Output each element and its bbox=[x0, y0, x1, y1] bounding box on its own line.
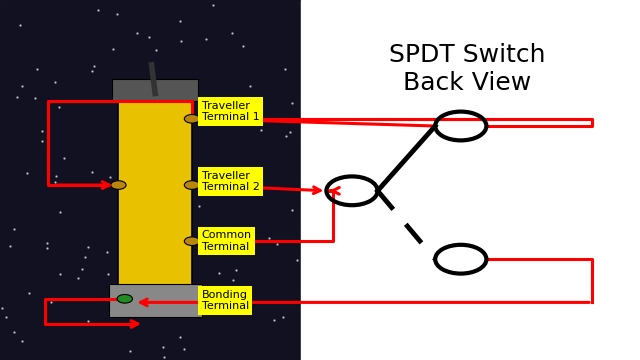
Circle shape bbox=[184, 181, 200, 189]
Point bbox=[201, 36, 211, 41]
Point bbox=[173, 275, 183, 280]
Point bbox=[86, 169, 97, 175]
Point bbox=[176, 38, 186, 44]
Point bbox=[227, 115, 237, 121]
Point bbox=[0, 305, 7, 311]
Bar bbox=[112, 79, 198, 101]
Point bbox=[83, 244, 93, 250]
Point bbox=[37, 128, 47, 134]
Point bbox=[37, 138, 47, 143]
Point bbox=[15, 22, 25, 28]
Point bbox=[24, 290, 35, 296]
Point bbox=[231, 267, 241, 273]
Circle shape bbox=[184, 114, 200, 123]
Point bbox=[175, 18, 185, 23]
Point bbox=[77, 266, 87, 272]
Point bbox=[102, 249, 113, 255]
Point bbox=[8, 226, 19, 232]
Point bbox=[268, 318, 278, 323]
Point bbox=[9, 329, 19, 335]
Point bbox=[227, 30, 237, 36]
Text: SPDT Switch
Back View: SPDT Switch Back View bbox=[389, 43, 545, 95]
Point bbox=[54, 104, 64, 110]
Point bbox=[46, 299, 56, 305]
Point bbox=[150, 85, 160, 91]
Point bbox=[127, 163, 138, 169]
Circle shape bbox=[117, 294, 132, 303]
Point bbox=[158, 344, 168, 350]
Point bbox=[144, 35, 154, 40]
Point bbox=[278, 314, 288, 320]
Point bbox=[255, 127, 266, 133]
Text: Traveller
Terminal 1: Traveller Terminal 1 bbox=[202, 101, 259, 122]
Point bbox=[280, 66, 291, 72]
Point bbox=[49, 80, 60, 85]
Point bbox=[272, 241, 282, 247]
Bar bbox=[301, 0, 640, 360]
Point bbox=[51, 173, 61, 179]
Bar bbox=[109, 284, 202, 317]
Point bbox=[79, 255, 90, 260]
Point bbox=[178, 253, 188, 258]
Point bbox=[287, 100, 297, 106]
Point bbox=[214, 270, 225, 276]
Point bbox=[112, 11, 122, 17]
Text: Common
Terminal: Common Terminal bbox=[202, 230, 252, 252]
Point bbox=[244, 178, 255, 184]
Point bbox=[108, 46, 118, 52]
Point bbox=[83, 318, 93, 324]
Point bbox=[264, 235, 275, 241]
Point bbox=[12, 94, 22, 100]
Circle shape bbox=[111, 181, 126, 189]
Point bbox=[105, 174, 115, 180]
Point bbox=[89, 63, 99, 68]
Point bbox=[50, 179, 60, 185]
Point bbox=[215, 238, 225, 244]
Point bbox=[292, 257, 302, 262]
Circle shape bbox=[184, 237, 200, 246]
Point bbox=[17, 83, 28, 89]
Point bbox=[287, 207, 297, 213]
Point bbox=[159, 355, 170, 360]
Point bbox=[73, 275, 83, 281]
Point bbox=[125, 348, 135, 354]
Point bbox=[1, 314, 12, 320]
Bar bbox=[118, 101, 192, 288]
Point bbox=[238, 44, 248, 49]
Point bbox=[17, 339, 28, 345]
Point bbox=[281, 133, 291, 139]
Text: Bonding
Terminal: Bonding Terminal bbox=[202, 290, 249, 311]
Point bbox=[151, 47, 161, 53]
Point bbox=[179, 346, 189, 352]
Point bbox=[93, 7, 103, 13]
Point bbox=[208, 187, 218, 193]
Point bbox=[5, 243, 15, 248]
Point bbox=[132, 30, 142, 36]
Point bbox=[54, 271, 65, 276]
Point bbox=[29, 95, 40, 101]
Point bbox=[42, 240, 52, 246]
Point bbox=[175, 334, 185, 340]
Point bbox=[102, 271, 113, 277]
Bar bbox=[0, 0, 301, 360]
Point bbox=[42, 245, 52, 251]
Point bbox=[59, 155, 69, 161]
Point bbox=[236, 176, 246, 182]
Text: Traveller
Terminal 2: Traveller Terminal 2 bbox=[202, 171, 259, 192]
Point bbox=[86, 68, 97, 73]
Point bbox=[194, 203, 204, 209]
Point bbox=[245, 83, 255, 89]
Point bbox=[153, 203, 163, 209]
Point bbox=[55, 210, 65, 215]
Point bbox=[240, 181, 250, 187]
Point bbox=[22, 170, 32, 176]
Point bbox=[228, 277, 238, 283]
Point bbox=[31, 67, 42, 72]
Point bbox=[207, 2, 218, 8]
Point bbox=[285, 129, 296, 135]
